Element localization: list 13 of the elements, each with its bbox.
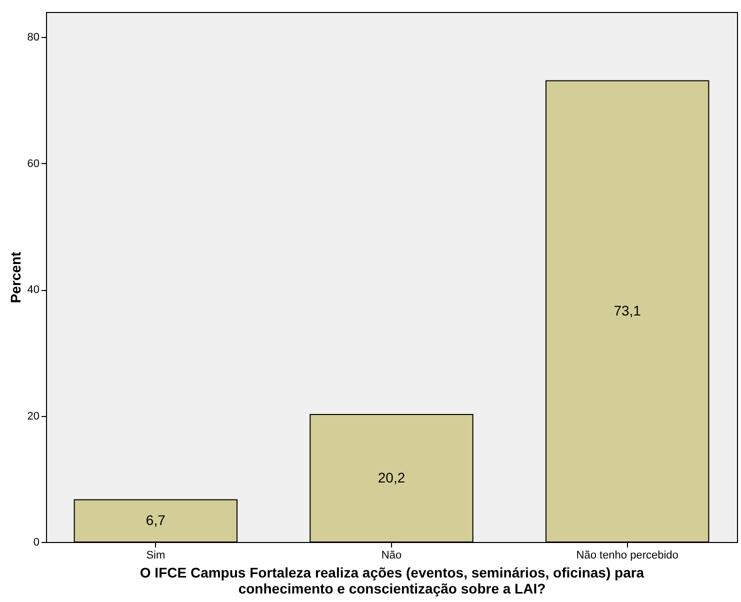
y-tick-label: 60 [27,158,40,170]
data-label: 73,1 [614,302,642,318]
y-tick-label: 20 [27,410,40,422]
y-axis-title: Percent [7,251,24,304]
data-label: 20,2 [378,469,406,486]
y-tick-label: 0 [33,536,40,548]
x-tick-label: Não tenho percebido [576,550,678,562]
x-axis-title: O IFCE Campus Fortaleza realiza ações (eventos, seminários, oficinas) para conhecimento e conscientização sobre a LAI? [140,564,644,596]
x-tick-label: Não [381,550,402,562]
y-tick-label: 80 [27,32,40,44]
x-tick-label: Sim [146,550,166,562]
data-label: 6,7 [146,512,166,528]
y-tick-label: 40 [27,284,40,296]
